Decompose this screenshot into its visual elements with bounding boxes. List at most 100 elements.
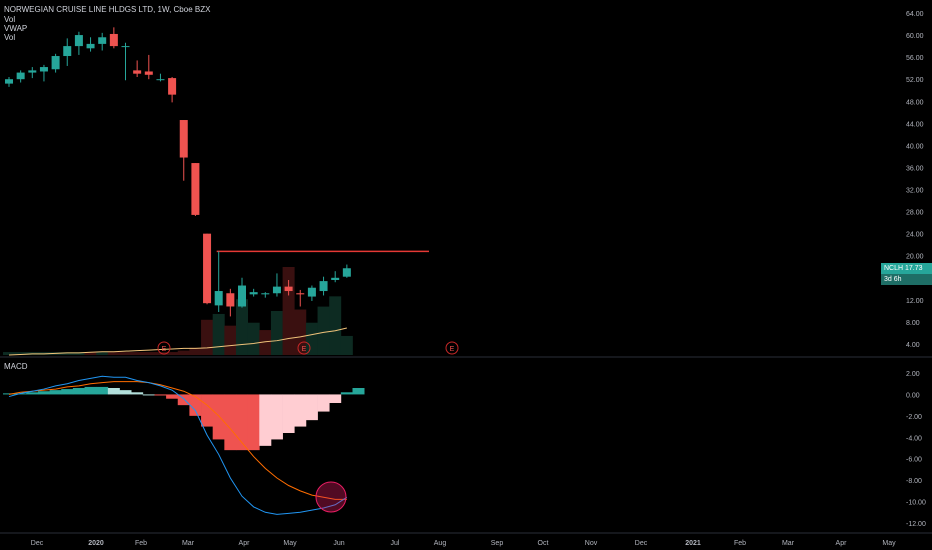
- price-tag-price: 17.73: [905, 265, 923, 272]
- volume-bar: [177, 350, 190, 355]
- price-tick-label: 8.00: [906, 320, 920, 327]
- time-tick-label: Feb: [734, 540, 746, 547]
- volume-bar: [107, 352, 120, 355]
- earnings-marker[interactable]: E: [157, 341, 171, 355]
- volume-bar: [142, 352, 155, 355]
- volume-bar: [340, 335, 353, 355]
- earnings-marker-label: E: [302, 346, 307, 353]
- volume-bar: [96, 352, 109, 355]
- candle-body: [191, 163, 200, 215]
- price-tag: NCLH 17.73: [881, 263, 932, 274]
- volume-bar: [131, 352, 144, 355]
- volume-bar: [259, 330, 272, 355]
- time-tick-label: May: [882, 540, 896, 547]
- macd-axis[interactable]: 2.00 0.00 -2.00 -4.00 -6.00 -8.00 -10.00 -12.00: [906, 371, 926, 528]
- legend-symbol-title[interactable]: NORWEGIAN CRUISE LINE HLDGS LTD, 1W, Cbo…: [4, 5, 211, 14]
- price-tick-label: 4.00: [906, 342, 920, 349]
- volume-bar: [224, 325, 237, 355]
- histogram-bar: [305, 394, 318, 421]
- earnings-marker[interactable]: E: [297, 341, 311, 355]
- time-tick-label: Sep: [491, 540, 504, 547]
- volume-bar: [305, 322, 318, 355]
- time-axis[interactable]: Dec 2020 Feb Mar Apr May Jun Jul Aug Sep Oct Nov Dec…: [31, 540, 896, 547]
- macd-lines: [8, 375, 348, 515]
- histogram-bar: [107, 388, 120, 395]
- candle-body: [74, 35, 83, 47]
- candle-body: [51, 56, 60, 70]
- histogram-bar: [259, 394, 272, 446]
- earnings-marker-circle: [445, 341, 459, 355]
- time-tick-label: Jul: [391, 540, 400, 547]
- price-tick-label: 56.00: [906, 55, 924, 62]
- macd-tick-label: 0.00: [906, 392, 920, 399]
- macd-tick-label: -10.00: [906, 500, 926, 507]
- volume-bar: [14, 352, 27, 355]
- circle-drawing[interactable]: [315, 481, 347, 513]
- histogram-bar: [3, 393, 15, 395]
- volume-bar: [201, 319, 214, 355]
- legend-vwap[interactable]: VWAP: [4, 24, 28, 33]
- candle-body: [121, 46, 130, 48]
- volume-bar: [154, 352, 167, 355]
- time-tick-label: 2021: [685, 540, 701, 547]
- volume-bar: [189, 347, 202, 355]
- legend-volume-2[interactable]: Vol: [4, 33, 16, 42]
- vwap-polyline: [8, 327, 347, 356]
- price-tick-label: 64.00: [906, 11, 924, 18]
- volume-bar: [236, 299, 248, 355]
- candle-body: [214, 291, 223, 306]
- histogram-bar: [61, 389, 74, 395]
- volume-bar: [61, 352, 74, 355]
- macd-tick-label: -2.00: [906, 414, 922, 421]
- time-tick-label: Apr: [836, 540, 848, 547]
- earnings-marker-circle: [157, 341, 171, 355]
- histogram-bar: [49, 390, 62, 395]
- candle-body: [28, 70, 37, 73]
- histogram-bar: [317, 394, 330, 412]
- histogram-bar: [119, 390, 132, 395]
- histogram-bar: [294, 394, 307, 427]
- candle-body: [307, 287, 316, 297]
- candle-body: [144, 71, 153, 75]
- candle-body: [63, 46, 72, 57]
- histogram-bar: [201, 394, 214, 427]
- legend-macd[interactable]: MACD: [4, 362, 28, 371]
- histogram-bar: [131, 392, 144, 395]
- earnings-marker-label: E: [162, 346, 167, 353]
- time-tick-label: May: [283, 540, 297, 547]
- price-tick-label: 44.00: [906, 121, 924, 128]
- highlight-circle: [315, 481, 347, 513]
- price-tick-label: 52.00: [906, 77, 924, 84]
- candlestick-series: [5, 27, 351, 317]
- candle-body: [249, 292, 258, 295]
- histogram-bar: [177, 394, 190, 406]
- histogram-bar: [224, 394, 237, 451]
- price-tick-label: 28.00: [906, 210, 924, 217]
- candle-body: [342, 268, 351, 277]
- macd-tick-label: -8.00: [906, 478, 922, 485]
- volume-bar: [317, 306, 330, 355]
- legend-volume[interactable]: Vol: [4, 15, 16, 24]
- earnings-marker-label: E: [450, 346, 455, 353]
- candle-body: [331, 277, 340, 281]
- histogram-bar: [26, 392, 39, 395]
- price-axis[interactable]: 64.00 60.00 56.00 52.00 48.00 44.00 40.00 36.00…: [906, 11, 924, 349]
- candle-body: [284, 286, 293, 292]
- earnings-marker[interactable]: E: [445, 341, 459, 355]
- candle-body: [156, 79, 165, 81]
- earnings-marker-circle: [297, 341, 311, 355]
- time-tick-label: 2020: [88, 540, 104, 547]
- volume-bar: [72, 352, 85, 355]
- time-tick-label: Dec: [31, 540, 44, 547]
- histogram-bar: [247, 394, 260, 451]
- volume-bar: [212, 313, 225, 355]
- macd-tick-label: -12.00: [906, 521, 926, 528]
- histogram-bar: [282, 394, 295, 433]
- candle-body: [226, 293, 235, 307]
- candle-body: [133, 70, 142, 74]
- signal-line: [8, 381, 347, 500]
- price-tick-label: 40.00: [906, 143, 924, 150]
- histogram-bar: [37, 391, 50, 395]
